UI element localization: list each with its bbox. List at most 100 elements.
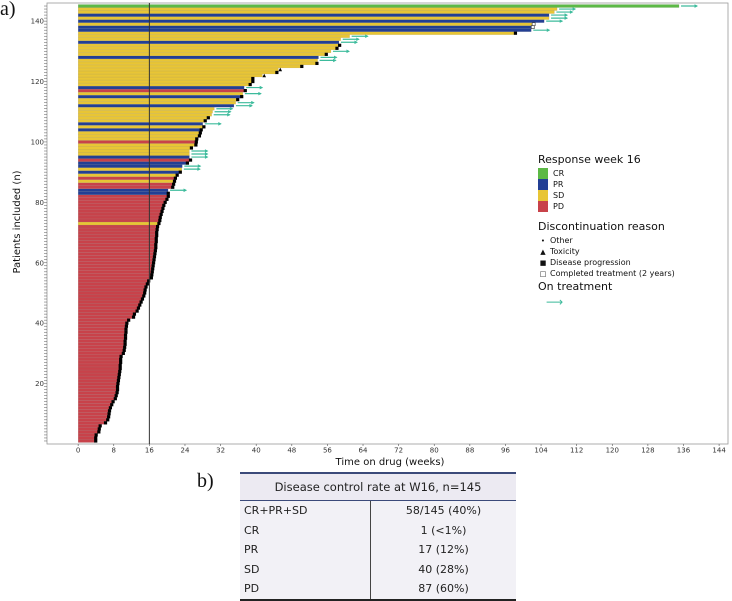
bar-patient-31 <box>78 348 124 352</box>
arrow-head <box>259 85 264 90</box>
x-tick-label: 144 <box>712 447 726 455</box>
progression-marker <box>175 173 179 177</box>
bar-patient-9 <box>78 415 108 419</box>
legend: Response week 16 CR PR SD PD Discontinuatio… <box>538 153 675 309</box>
progression-marker <box>189 146 194 150</box>
row-value: 58/145 (40%) <box>370 500 516 521</box>
progression-marker <box>117 375 121 380</box>
bar-patient-91 <box>78 167 182 171</box>
bar-patient-63 <box>78 252 154 256</box>
row-label: CR+PR+SD <box>244 504 308 518</box>
row-value: 40 (28%) <box>370 559 516 579</box>
progression-marker <box>172 179 177 183</box>
progression-marker <box>166 191 170 195</box>
bar-patient-65 <box>78 246 155 250</box>
progression-marker <box>154 246 158 250</box>
progression-marker <box>145 282 149 286</box>
progression-marker <box>324 52 328 56</box>
progression-marker <box>171 185 175 189</box>
bar-patient-126 <box>78 61 316 66</box>
progression-marker <box>150 270 154 274</box>
bar-patient-22 <box>78 375 118 380</box>
progression-marker <box>107 412 111 416</box>
bar-patient-27 <box>78 360 120 365</box>
legend-discontinuation-item: □ Completed treatment (2 years) <box>538 268 675 279</box>
x-tick-label: 0 <box>76 447 80 455</box>
bar-patient-144 <box>78 7 558 11</box>
arrow-head <box>346 49 350 54</box>
progression-marker <box>107 409 112 413</box>
arrow-head <box>564 16 569 20</box>
legend-label: PR <box>553 180 564 189</box>
progression-marker <box>165 197 169 201</box>
table-row: SD 40 (28%) <box>240 559 516 579</box>
progression-marker <box>202 125 206 129</box>
x-tick-label: 64 <box>359 447 368 455</box>
y-tick-label: 120 <box>31 78 44 86</box>
legend-label: Completed treatment (2 years) <box>550 269 675 278</box>
bar-patient-50 <box>78 291 144 295</box>
x-tick-label: 128 <box>641 447 654 455</box>
bar-patient-104 <box>78 128 201 132</box>
x-tick-label: 40 <box>252 447 261 455</box>
progression-marker <box>248 82 252 87</box>
panel-label-a: a) <box>0 0 16 20</box>
progression-marker <box>159 212 163 217</box>
progression-marker <box>103 421 108 425</box>
bar-patient-33 <box>78 342 125 346</box>
bar-patient-53 <box>78 282 147 286</box>
bar-patient-75 <box>78 215 160 220</box>
marker-icon: ■ <box>539 258 547 267</box>
bar-patient-6 <box>78 424 100 428</box>
bar-patient-97 <box>78 149 190 153</box>
x-tick-label: 136 <box>677 447 691 455</box>
marker-icon: ▲ <box>540 247 546 256</box>
bar-patient-52 <box>78 285 146 289</box>
progression-marker <box>123 336 128 340</box>
progression-marker <box>121 351 125 355</box>
row-label: PR <box>244 543 259 557</box>
bar-patient-3 <box>78 433 96 437</box>
x-tick-label: 80 <box>430 447 439 455</box>
progression-marker <box>315 61 319 66</box>
progression-marker <box>153 249 157 253</box>
progression-marker <box>155 224 160 229</box>
progression-marker <box>118 363 122 368</box>
progression-marker <box>144 285 148 289</box>
progression-marker <box>119 354 123 359</box>
bar-patient-10 <box>78 412 109 416</box>
row-value: 87 (60%) <box>370 579 516 601</box>
bar-patient-54 <box>78 279 148 283</box>
bar-patient-71 <box>78 227 157 232</box>
progression-marker <box>136 306 141 310</box>
progression-marker <box>173 176 177 180</box>
bar-patient-84 <box>78 188 169 192</box>
progression-marker <box>154 240 158 244</box>
bar-patient-39 <box>78 324 126 328</box>
bar-patient-49 <box>78 294 143 298</box>
arrow-head <box>546 28 551 32</box>
bar-patient-88 <box>78 176 175 180</box>
bar-patient-100 <box>78 140 196 144</box>
bar-patient-113 <box>78 101 236 105</box>
progression-marker <box>195 137 199 141</box>
progression-marker <box>338 43 342 47</box>
toxicity-marker <box>278 67 283 72</box>
progression-marker <box>94 439 98 443</box>
progression-marker <box>188 158 193 162</box>
bar-patient-132 <box>78 43 339 47</box>
bar-patient-40 <box>78 321 126 325</box>
progression-marker <box>194 143 198 147</box>
bar-patient-2 <box>78 436 95 440</box>
x-tick-label: 32 <box>216 447 225 455</box>
x-axis-label: Time on drug (weeks) <box>335 457 445 468</box>
bar-patient-119 <box>78 82 250 87</box>
arrow-head <box>251 100 255 105</box>
bar-patient-83 <box>78 191 168 195</box>
bar-patient-23 <box>78 372 119 377</box>
bar-patient-77 <box>78 209 162 214</box>
bar-patient-55 <box>78 276 151 280</box>
bar-patient-122 <box>78 73 263 78</box>
progression-marker <box>116 381 120 386</box>
x-tick-label: 48 <box>287 447 296 455</box>
